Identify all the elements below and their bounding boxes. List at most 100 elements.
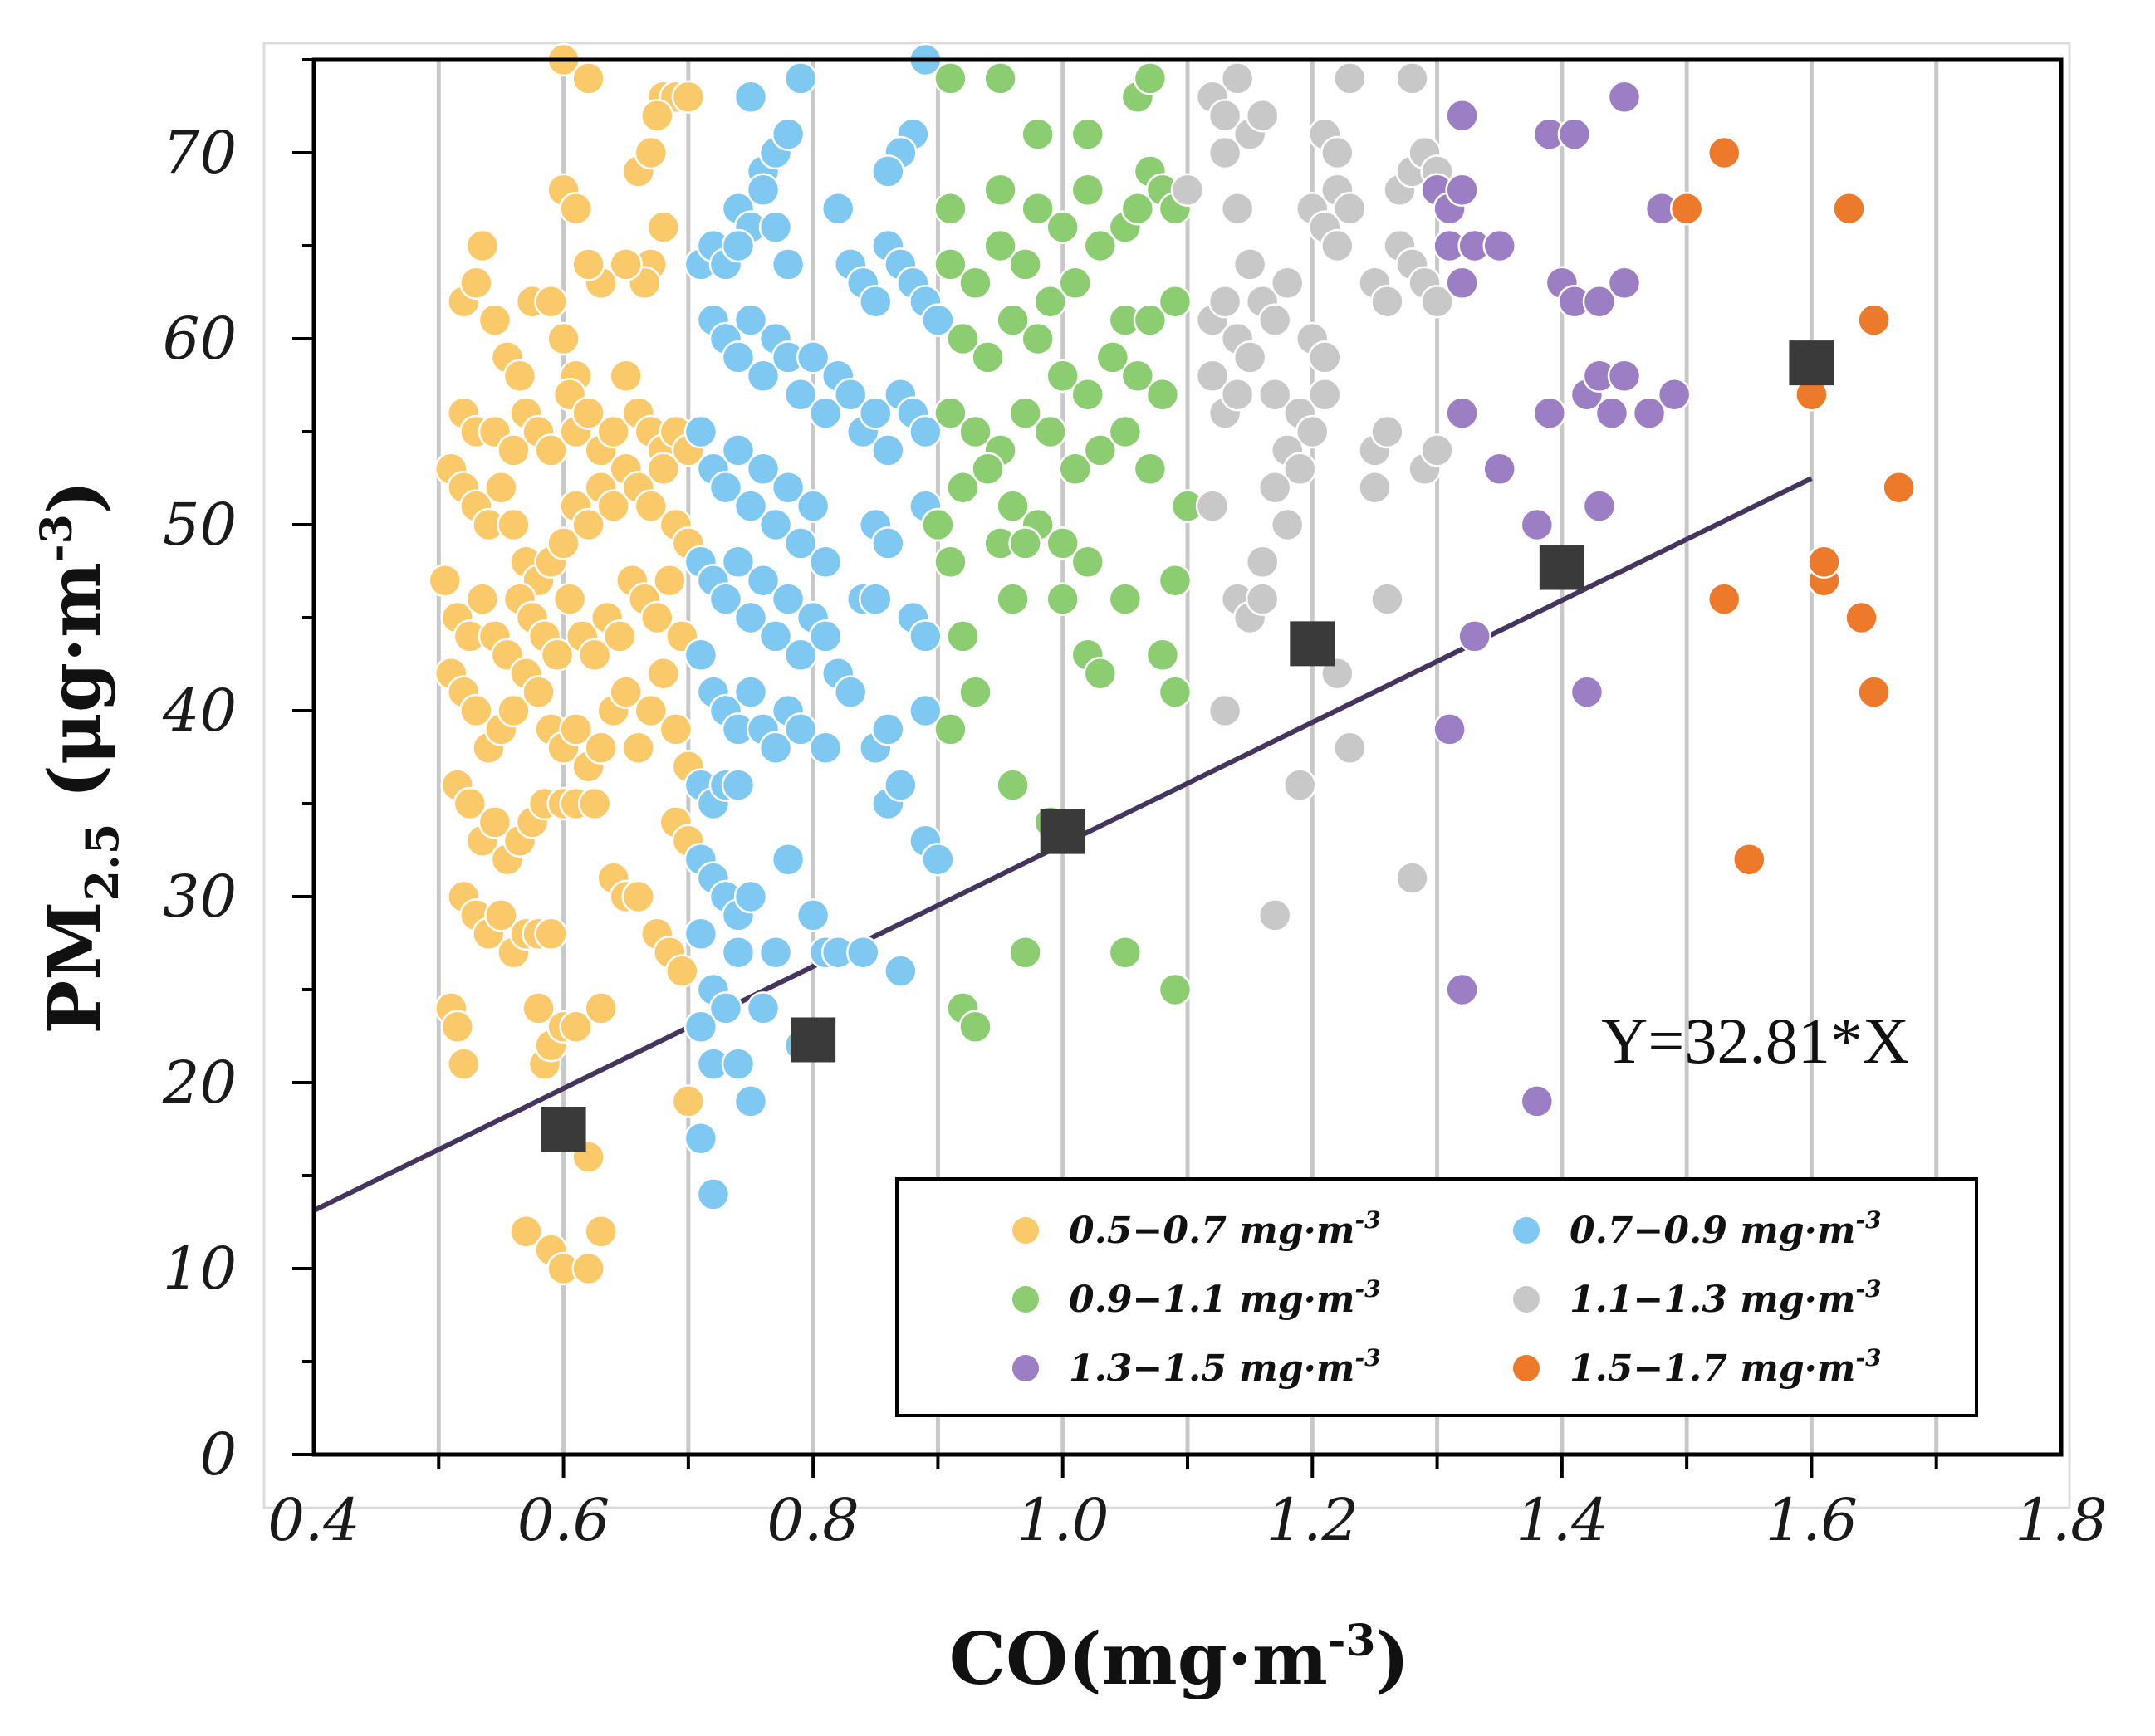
point-s3-10 xyxy=(1170,173,1205,208)
point-s1-64 xyxy=(733,600,768,635)
point-s0-25 xyxy=(571,247,605,281)
point-s3-63 xyxy=(1257,898,1292,932)
point-s4-19 xyxy=(1607,359,1642,394)
point-s1-44 xyxy=(909,414,943,449)
point-s0-117 xyxy=(621,879,655,914)
point-s1-77 xyxy=(683,638,718,672)
point-s3-64 xyxy=(1395,861,1429,895)
point-s2-70 xyxy=(1158,972,1193,1007)
point-s3-14 xyxy=(1333,191,1367,226)
point-s5-3 xyxy=(1857,303,1891,337)
point-s1-103 xyxy=(683,917,718,951)
point-s2-43 xyxy=(1133,452,1168,487)
point-s1-93 xyxy=(721,768,756,802)
point-s1-41 xyxy=(871,433,905,467)
point-s0-132 xyxy=(440,1010,475,1044)
point-s2-72 xyxy=(958,1010,992,1044)
point-s2-5 xyxy=(1021,117,1055,151)
point-s3-52 xyxy=(1270,507,1305,542)
point-s2-32 xyxy=(1095,340,1130,374)
legend-box xyxy=(895,1177,1978,1417)
point-s1-1 xyxy=(783,61,818,95)
point-s0-74 xyxy=(552,582,587,616)
point-s1-120 xyxy=(696,1177,731,1211)
point-s2-55 xyxy=(1046,582,1080,616)
point-s0-3 xyxy=(478,303,512,337)
point-s4-18 xyxy=(1594,396,1629,430)
point-s1-16 xyxy=(758,210,793,244)
point-s1-53 xyxy=(783,526,818,560)
point-s0-7 xyxy=(534,284,568,319)
point-s2-69 xyxy=(1108,935,1143,970)
chart-frame xyxy=(262,42,2071,1509)
point-s2-6 xyxy=(933,191,967,226)
point-s1-35 xyxy=(796,340,830,374)
point-s5-2 xyxy=(1832,191,1866,226)
point-s2-18 xyxy=(983,228,1017,263)
point-s3-42 xyxy=(1295,414,1330,449)
point-s2-54 xyxy=(996,582,1030,616)
point-s4-31 xyxy=(1520,1084,1555,1118)
point-s1-114 xyxy=(884,954,918,988)
point-s2-39 xyxy=(1033,414,1067,449)
point-s1-86 xyxy=(808,731,843,765)
point-s2-30 xyxy=(1046,359,1080,394)
point-s0-11 xyxy=(559,191,593,226)
point-s2-36 xyxy=(958,414,992,449)
point-s1-115 xyxy=(683,1010,718,1044)
point-s3-11 xyxy=(1220,191,1255,226)
point-s2-35 xyxy=(933,396,967,430)
point-s2-57 xyxy=(1158,563,1193,598)
point-s0-20 xyxy=(646,210,681,244)
y-tick-label-5: 50 xyxy=(163,491,237,559)
point-s5-0 xyxy=(1707,135,1741,170)
point-s3-46 xyxy=(1257,470,1292,505)
point-s0-120 xyxy=(665,954,699,988)
point-s1-109 xyxy=(771,842,806,877)
point-s3-48 xyxy=(1370,414,1404,449)
y-tick-label-2: 20 xyxy=(162,1049,237,1117)
point-s0-114 xyxy=(577,786,612,821)
point-s1-97 xyxy=(921,842,955,877)
x-tick-label-7: 1.8 xyxy=(2015,1486,2107,1554)
point-s2-0 xyxy=(933,61,967,95)
point-s0-5 xyxy=(502,359,537,394)
x-tick-label-4: 1.2 xyxy=(1266,1486,1359,1554)
legend-marker-1 xyxy=(1513,1217,1540,1244)
bin-mean-0 xyxy=(541,1107,586,1152)
x-axis-title: CO(mg·m-3) xyxy=(949,1616,1410,1701)
point-s2-3 xyxy=(1133,61,1168,95)
point-s0-29 xyxy=(497,433,531,467)
point-s0-145 xyxy=(571,1251,605,1286)
point-s1-31 xyxy=(746,359,781,394)
point-s4-21 xyxy=(1657,377,1692,412)
point-s4-27 xyxy=(1457,619,1491,653)
point-s3-19 xyxy=(1232,247,1267,281)
point-s3-22 xyxy=(1270,266,1305,301)
point-s1-21 xyxy=(859,284,893,319)
point-s0-139 xyxy=(584,991,618,1025)
point-s2-12 xyxy=(1120,191,1155,226)
point-s3-26 xyxy=(1370,284,1404,319)
point-s1-47 xyxy=(708,470,743,505)
point-s2-1 xyxy=(983,61,1017,95)
point-s2-64 xyxy=(958,675,992,709)
point-s4-28 xyxy=(1570,675,1604,709)
point-s2-49 xyxy=(1070,545,1105,579)
point-s1-63 xyxy=(721,545,756,579)
point-s0-61 xyxy=(646,452,681,487)
legend-label-2: 0.9−1.1 mg·m-3 xyxy=(1069,1275,1381,1321)
point-s1-45 xyxy=(683,414,718,449)
y-tick-label-4: 40 xyxy=(162,677,237,745)
point-s0-23 xyxy=(609,247,643,281)
point-s2-53 xyxy=(1008,526,1042,560)
point-s0-38 xyxy=(609,359,643,394)
point-s2-34 xyxy=(1145,377,1180,412)
bin-mean-5 xyxy=(1789,340,1834,386)
point-s5-5 xyxy=(1882,470,1916,505)
fit-equation-label: Y=32.81*X xyxy=(1601,1005,1909,1077)
point-s0-13 xyxy=(571,61,605,95)
point-s3-32 xyxy=(1207,284,1242,319)
point-s0-53 xyxy=(546,526,580,560)
